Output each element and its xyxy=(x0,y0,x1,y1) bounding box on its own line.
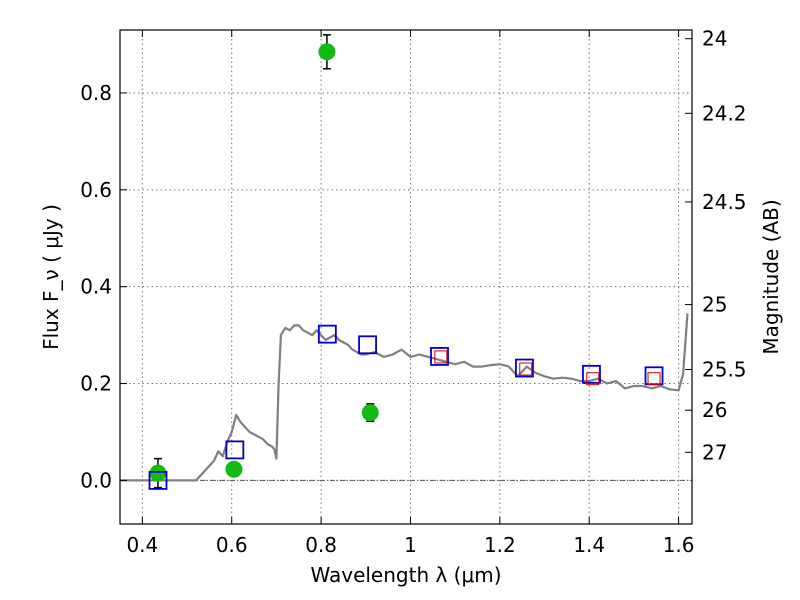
model-flux-square xyxy=(358,335,377,355)
y-axis-title: Flux F_ν ( μJy ) xyxy=(39,204,63,350)
x-tick-label: 0.8 xyxy=(305,533,337,557)
model-flux-square xyxy=(515,358,534,378)
model-flux-square-red xyxy=(519,362,533,376)
y2-tick-label: 27 xyxy=(702,440,727,464)
y2-axis-title: Magnitude (AB) xyxy=(759,199,783,354)
observed-flux-point xyxy=(318,43,336,61)
x-tick-label: 1.6 xyxy=(663,533,695,557)
y-tick-label: 0.4 xyxy=(80,275,112,299)
y2-tick-label: 25.5 xyxy=(702,358,747,382)
data-layer xyxy=(120,34,689,490)
y-tick-label: 0.8 xyxy=(80,81,112,105)
model-flux-square xyxy=(317,324,337,344)
y-tick-label: 0.6 xyxy=(80,178,112,202)
model-flux-square-red xyxy=(586,372,600,386)
x-tick-label: 0.4 xyxy=(126,533,158,557)
y2-tick-label: 25 xyxy=(702,293,727,317)
model-flux-square-red xyxy=(434,350,448,364)
y2-tick-label: 24.2 xyxy=(702,101,747,125)
model-flux-square xyxy=(430,347,449,366)
observed-flux-point xyxy=(361,404,379,422)
x-tick-label: 1 xyxy=(404,533,417,557)
observed-flux-point xyxy=(225,460,243,478)
x-tick-label: 0.6 xyxy=(216,533,248,557)
axes-layer: 0.4 0.6 0.8 1 1.2 1.4 1.6 0.0 0.2 0.4 0.6 0.8 24 24.2… xyxy=(80,27,746,557)
y-tick-label: 0.0 xyxy=(80,468,112,492)
model-spectrum-line xyxy=(120,313,689,482)
x-axis-title: Wavelength λ (μm) xyxy=(310,563,501,587)
y-tick-label: 0.2 xyxy=(80,372,112,396)
x-tick-label: 1.2 xyxy=(484,533,516,557)
model-flux-square xyxy=(582,364,601,384)
plot-frame xyxy=(119,29,693,525)
observed-flux-point xyxy=(149,464,167,482)
x-tick-label: 1.4 xyxy=(573,533,605,557)
y2-tick-label: 26 xyxy=(702,398,727,422)
model-flux-square xyxy=(148,471,168,490)
model-flux-square-red xyxy=(647,372,661,386)
y2-tick-label: 24.5 xyxy=(702,190,747,214)
model-flux-square xyxy=(225,440,245,460)
grid-layer xyxy=(120,30,692,524)
y2-tick-label: 24 xyxy=(702,27,727,51)
